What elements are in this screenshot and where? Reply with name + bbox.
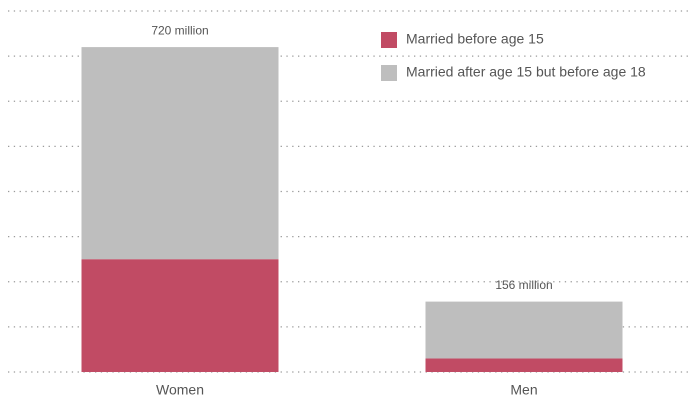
x-tick-label: Women [156, 382, 204, 398]
bar-segment [81, 47, 279, 260]
total-label: 720 million [151, 23, 208, 37]
bar-segment [81, 259, 279, 372]
legend-label: Married after age 15 but before age 18 [406, 64, 646, 80]
legend-swatch [381, 32, 397, 48]
bar-segment [425, 301, 623, 359]
total-label: 156 million [495, 278, 552, 292]
x-tick-label: Men [510, 382, 537, 398]
bar-segment [425, 358, 623, 372]
legend-swatch [381, 65, 397, 81]
legend-label: Married before age 15 [406, 31, 544, 47]
